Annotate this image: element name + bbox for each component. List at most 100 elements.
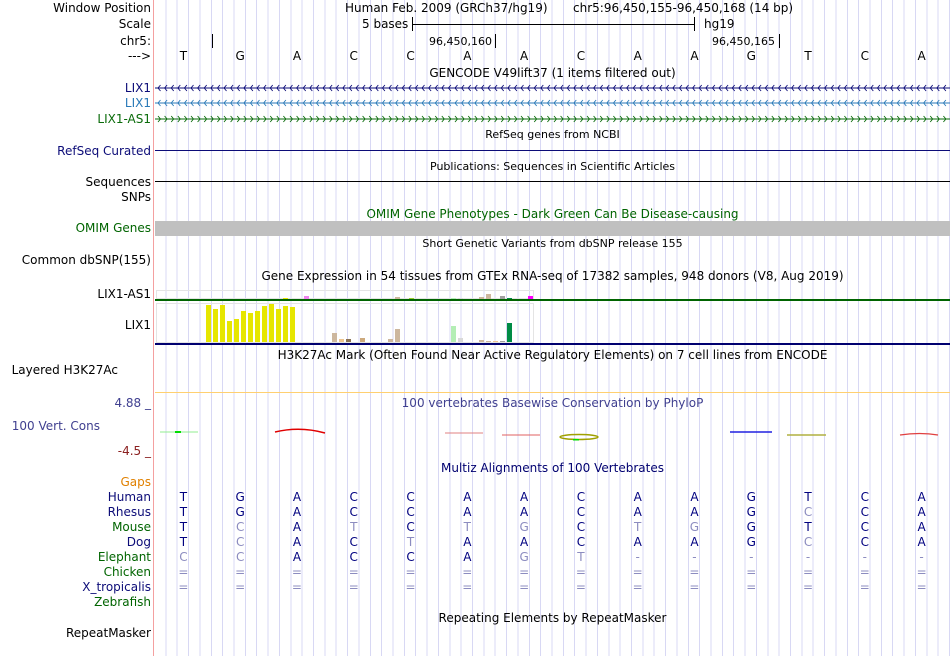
position-readout: chr5:96,450,155-96,450,168 (14 bp) <box>573 1 794 15</box>
gtex-bar-lix1-as1[interactable] <box>458 298 463 299</box>
gene-lix1-b[interactable] <box>155 99 950 107</box>
gtex-bar-lix1[interactable] <box>248 313 253 342</box>
alignment-base-elephant: G <box>519 550 529 564</box>
gtex-bar-lix1[interactable] <box>255 311 260 342</box>
gtex-bar-lix1-as1[interactable] <box>451 298 456 299</box>
alignment-base-mouse: C <box>576 520 586 534</box>
gtex-bar-lix1-as1[interactable] <box>479 297 484 299</box>
gtex-bar-lix1-as1[interactable] <box>283 298 288 299</box>
label-common-dbsnp[interactable]: Common dbSNP(155) <box>21 253 151 267</box>
alignment-base-chicken: = <box>859 565 870 579</box>
ruler-label-2: 96,450,165 <box>712 35 775 48</box>
multiz-title[interactable]: Multiz Alignments of 100 Vertebrates <box>440 461 665 475</box>
gtex-bar-lix1[interactable] <box>500 341 505 342</box>
track-data-area[interactable]: Human Feb. 2009 (GRCh37/hg19) chr5:96,45… <box>155 0 950 656</box>
label-omim-genes[interactable]: OMIM Genes <box>75 221 151 235</box>
gene-lix1-as1[interactable] <box>155 115 950 123</box>
gencode-title[interactable]: GENCODE V49lift37 (1 items filtered out) <box>429 66 676 80</box>
scale-bar <box>412 24 695 25</box>
label-gencode-lix1-b[interactable]: LIX1 <box>124 96 151 110</box>
label-gtex-lix1-as1[interactable]: LIX1-AS1 <box>97 287 151 301</box>
phylop-mark <box>274 428 326 434</box>
gtex-bar-lix1-as1[interactable] <box>409 298 414 299</box>
label-gencode-lix1-as1[interactable]: LIX1-AS1 <box>97 112 151 126</box>
label-gtex-lix1[interactable]: LIX1 <box>124 318 151 332</box>
gene-lix1[interactable] <box>155 84 950 92</box>
label-zebrafish[interactable]: Zebrafish <box>94 595 151 609</box>
label-strand[interactable]: ---> <box>127 49 151 63</box>
label-human[interactable]: Human <box>107 490 151 504</box>
gtex-bar-lix1[interactable] <box>290 307 295 342</box>
label-elephant[interactable]: Elephant <box>97 550 151 564</box>
label-x-tropicalis[interactable]: X_tropicalis <box>82 580 151 594</box>
label-mouse[interactable]: Mouse <box>112 520 151 534</box>
label-rhesus[interactable]: Rhesus <box>107 505 151 519</box>
alignment-base-human: C <box>576 490 586 504</box>
gtex-bar-lix1-as1[interactable] <box>304 296 309 299</box>
alignment-base-human: C <box>860 490 869 504</box>
gtex-bar-lix1[interactable] <box>262 306 267 342</box>
label-refseq-curated[interactable]: RefSeq Curated <box>57 144 151 158</box>
gtex-bar-lix1[interactable] <box>395 329 400 342</box>
dbsnp-title[interactable]: Short Genetic Variants from dbSNP releas… <box>422 237 683 250</box>
label-window-position[interactable]: Window Position <box>53 1 151 15</box>
gtex-bar-lix1[interactable] <box>206 305 211 342</box>
gtex-bar-lix1-as1[interactable] <box>486 294 491 299</box>
label-dog[interactable]: Dog <box>126 535 151 549</box>
alignment-base-rhesus: C <box>860 505 869 519</box>
gtex-bar-lix1[interactable] <box>276 309 281 342</box>
label-sequences[interactable]: Sequences <box>85 175 151 189</box>
gtex-bar-lix1[interactable] <box>227 321 232 342</box>
gtex-bar-lix1[interactable] <box>234 319 239 342</box>
gtex-bar-lix1[interactable] <box>213 309 218 342</box>
gtex-bar-lix1[interactable] <box>360 338 365 342</box>
gtex-bar-lix1[interactable] <box>388 339 393 342</box>
alignment-base-x-tropicalis: = <box>859 580 870 594</box>
base-10: G <box>746 49 756 63</box>
gtex-bar-lix1-as1[interactable] <box>528 296 533 299</box>
omim-bar[interactable] <box>155 221 950 236</box>
phylop-graph[interactable] <box>155 420 950 450</box>
gtex-bar-lix1[interactable] <box>451 326 456 342</box>
label-vert-cons[interactable]: 100 Vert. Cons <box>11 419 100 433</box>
gtex-title[interactable]: Gene Expression in 54 tissues from GTEx … <box>261 269 844 283</box>
gtex-bar-lix1[interactable] <box>269 304 274 342</box>
label-h3k27ac[interactable]: Layered H3K27Ac <box>11 363 118 377</box>
refseq-line[interactable] <box>155 150 950 151</box>
publications-title[interactable]: Publications: Sequences in Scientific Ar… <box>430 160 675 173</box>
phylop-title[interactable]: 100 vertebrates Basewise Conservation by… <box>401 396 704 410</box>
gtex-bar-lix1[interactable] <box>346 339 351 342</box>
gtex-lix1-line[interactable] <box>155 343 950 345</box>
gtex-lix1-as1-line[interactable] <box>155 299 950 301</box>
label-gencode-lix1[interactable]: LIX1 <box>124 81 151 95</box>
refseq-title[interactable]: RefSeq genes from NCBI <box>485 128 620 141</box>
gtex-bar-lix1[interactable] <box>241 311 246 342</box>
repeatmasker-title[interactable]: Repeating Elements by RepeatMasker <box>438 611 667 625</box>
gtex-bar-lix1[interactable] <box>220 305 225 342</box>
phylop-mark <box>899 432 939 436</box>
label-repeatmasker[interactable]: RepeatMasker <box>65 626 151 640</box>
h3k27ac-title[interactable]: H3K27Ac Mark (Often Found Near Active Re… <box>277 348 828 362</box>
gtex-bar-lix1[interactable] <box>486 341 491 342</box>
gtex-bar-lix1[interactable] <box>339 339 344 342</box>
gtex-bar-lix1[interactable] <box>507 323 512 342</box>
gtex-bar-lix1[interactable] <box>458 338 463 342</box>
alignment-base-dog: C <box>349 535 358 549</box>
gtex-bar-lix1[interactable] <box>493 341 498 342</box>
label-scale[interactable]: Scale <box>118 17 151 31</box>
gtex-bar-lix1[interactable] <box>283 306 288 342</box>
base-0: T <box>179 49 188 63</box>
label-gaps[interactable]: Gaps <box>120 475 151 489</box>
gtex-bar-lix1-as1[interactable] <box>395 297 400 299</box>
gtex-bar-lix1[interactable] <box>332 333 337 342</box>
alignment-base-chicken: = <box>575 565 586 579</box>
sequences-line[interactable] <box>155 181 950 182</box>
label-snps[interactable]: SNPs <box>121 190 151 204</box>
label-chicken[interactable]: Chicken <box>103 565 151 579</box>
gtex-bar-lix1-as1[interactable] <box>500 296 505 299</box>
label-chr[interactable]: chr5: <box>120 34 151 48</box>
alignment-base-rhesus: G <box>746 505 756 519</box>
gtex-bar-lix1-as1[interactable] <box>507 298 512 299</box>
gtex-bar-lix1[interactable] <box>479 340 484 342</box>
omim-title[interactable]: OMIM Gene Phenotypes - Dark Green Can Be… <box>366 207 739 221</box>
